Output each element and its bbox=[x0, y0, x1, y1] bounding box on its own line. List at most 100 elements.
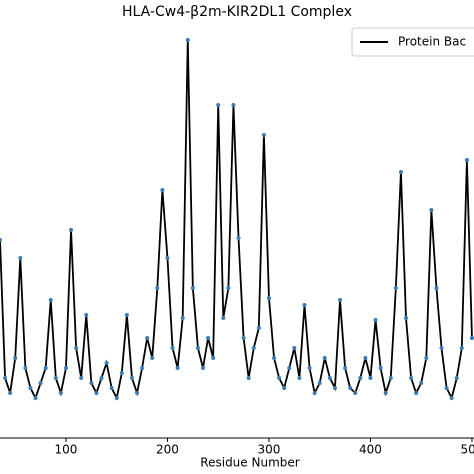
point bbox=[241, 336, 246, 340]
point bbox=[104, 361, 109, 365]
point bbox=[434, 286, 439, 290]
point bbox=[363, 356, 368, 360]
point bbox=[89, 381, 94, 385]
point bbox=[43, 366, 48, 370]
point bbox=[287, 366, 292, 370]
point bbox=[63, 366, 68, 370]
point bbox=[33, 396, 38, 400]
point bbox=[129, 376, 134, 380]
point bbox=[145, 336, 150, 340]
point bbox=[109, 386, 114, 390]
point bbox=[18, 256, 23, 260]
legend-label: Protein Bac bbox=[398, 35, 466, 49]
x-tick-label: 400 bbox=[359, 443, 382, 457]
point bbox=[135, 391, 140, 395]
point bbox=[226, 286, 231, 290]
point bbox=[292, 346, 297, 350]
point bbox=[322, 356, 327, 360]
point bbox=[332, 386, 337, 390]
x-tick-label: 100 bbox=[55, 443, 78, 457]
point bbox=[261, 133, 266, 137]
point bbox=[28, 386, 33, 390]
point bbox=[206, 336, 211, 340]
point bbox=[236, 236, 241, 240]
point bbox=[307, 366, 312, 370]
point bbox=[53, 376, 58, 380]
point bbox=[231, 103, 236, 107]
point bbox=[195, 346, 200, 350]
x-axis-label: Residue Number bbox=[200, 456, 299, 470]
point bbox=[464, 158, 469, 162]
point bbox=[185, 38, 190, 42]
point bbox=[277, 376, 282, 380]
point bbox=[79, 376, 84, 380]
point bbox=[155, 286, 160, 290]
point bbox=[419, 381, 424, 385]
point bbox=[353, 391, 358, 395]
point bbox=[8, 391, 13, 395]
point bbox=[221, 316, 226, 320]
point bbox=[124, 313, 129, 317]
point bbox=[409, 376, 414, 380]
point bbox=[165, 256, 170, 260]
point bbox=[48, 298, 53, 302]
point bbox=[94, 391, 99, 395]
point bbox=[216, 103, 221, 107]
point bbox=[302, 303, 307, 307]
point bbox=[358, 376, 363, 380]
point bbox=[0, 238, 2, 242]
point bbox=[38, 381, 43, 385]
point bbox=[23, 366, 28, 370]
point bbox=[190, 286, 195, 290]
point bbox=[459, 346, 464, 350]
point bbox=[3, 376, 8, 380]
point bbox=[170, 346, 175, 350]
point bbox=[348, 386, 353, 390]
point bbox=[251, 346, 256, 350]
point bbox=[317, 381, 322, 385]
point bbox=[58, 391, 63, 395]
point bbox=[114, 396, 119, 400]
x-tick-label: 300 bbox=[258, 443, 281, 457]
point bbox=[180, 316, 185, 320]
point bbox=[388, 376, 393, 380]
point bbox=[469, 336, 474, 340]
point bbox=[150, 356, 155, 360]
chart-title: HLA-Cw4-β2m-KIR2DL1 Complex bbox=[122, 4, 352, 20]
point bbox=[444, 386, 449, 390]
point bbox=[140, 366, 145, 370]
point bbox=[282, 386, 287, 390]
x-tick-label: 200 bbox=[156, 443, 179, 457]
point bbox=[256, 326, 261, 330]
legend-box bbox=[351, 27, 474, 57]
point bbox=[338, 298, 343, 302]
point bbox=[69, 228, 74, 232]
point bbox=[414, 391, 419, 395]
point bbox=[343, 366, 348, 370]
point bbox=[373, 318, 378, 322]
point bbox=[403, 316, 408, 320]
point bbox=[84, 313, 89, 317]
point bbox=[449, 396, 454, 400]
point bbox=[246, 376, 251, 380]
point bbox=[327, 376, 332, 380]
point bbox=[13, 356, 18, 360]
point bbox=[160, 188, 165, 192]
point bbox=[393, 286, 398, 290]
point bbox=[368, 376, 373, 380]
point bbox=[383, 391, 388, 395]
point bbox=[211, 356, 216, 360]
point bbox=[200, 366, 205, 370]
series-line bbox=[0, 39, 473, 401]
point bbox=[99, 376, 104, 380]
point bbox=[175, 366, 180, 370]
point bbox=[297, 376, 302, 380]
point bbox=[454, 376, 459, 380]
point bbox=[424, 356, 429, 360]
point bbox=[266, 296, 271, 300]
point bbox=[74, 346, 79, 350]
point bbox=[439, 346, 444, 350]
point bbox=[272, 356, 277, 360]
point bbox=[429, 208, 434, 212]
